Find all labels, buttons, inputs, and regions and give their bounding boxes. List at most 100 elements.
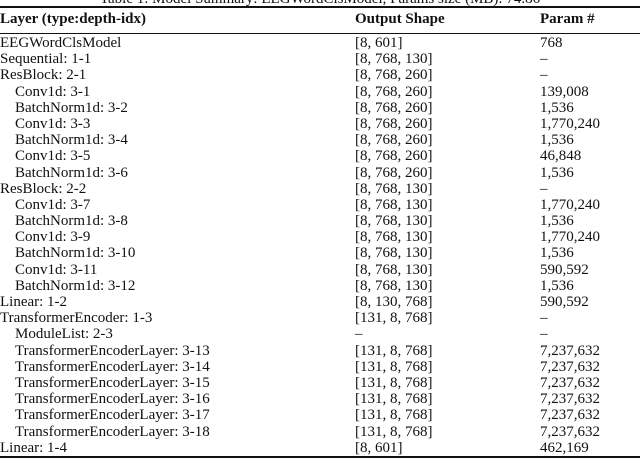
layer-cell: BatchNorm1d: 3-4	[15, 132, 128, 149]
table-row: BatchNorm1d: 3-12 [8, 768, 130] 1,536	[0, 278, 640, 294]
table-body: EEGWordClsModel [8, 601] 768 Sequential: 1-…	[0, 35, 640, 456]
layer-cell: Linear: 1-4	[0, 439, 68, 456]
output-shape-cell: [131, 8, 768]	[355, 423, 433, 440]
param-cell: 1,770,240	[540, 229, 600, 246]
table-row: ResBlock: 2-1 [8, 768, 260] –	[0, 67, 640, 83]
layer-cell: TransformerEncoder: 1-3	[0, 310, 153, 327]
output-shape-cell: [131, 8, 768]	[355, 358, 433, 375]
output-shape-cell: –	[355, 326, 363, 343]
output-shape-cell: [8, 768, 130]	[355, 180, 433, 197]
output-shape-cell: [8, 768, 130]	[355, 277, 433, 294]
output-shape-cell: [8, 768, 130]	[355, 261, 433, 278]
layer-cell: Conv1d: 3-5	[15, 148, 91, 165]
table-row: BatchNorm1d: 3-2 [8, 768, 260] 1,536	[0, 100, 640, 116]
layer-cell: Conv1d: 3-7	[15, 196, 91, 213]
param-cell: 139,008	[540, 83, 589, 100]
param-cell: 7,237,632	[540, 407, 600, 424]
layer-cell: TransformerEncoderLayer: 3-17	[15, 407, 210, 424]
table-row: TransformerEncoderLayer: 3-18 [131, 8, 76…	[0, 424, 640, 440]
table-row: BatchNorm1d: 3-8 [8, 768, 130] 1,536	[0, 213, 640, 229]
layer-cell: ModuleList: 2-3	[15, 326, 113, 343]
output-shape-cell: [8, 768, 130]	[355, 245, 433, 262]
layer-cell: TransformerEncoderLayer: 3-16	[15, 391, 210, 408]
header-output-shape: Output Shape	[355, 11, 445, 27]
output-shape-cell: [131, 8, 768]	[355, 342, 433, 359]
layer-cell: BatchNorm1d: 3-10	[15, 245, 136, 262]
param-cell: –	[540, 310, 548, 327]
top-rule	[0, 6, 640, 8]
table-row: Conv1d: 3-3 [8, 768, 260] 1,770,240	[0, 116, 640, 132]
param-cell: 7,237,632	[540, 358, 600, 375]
table-row: TransformerEncoderLayer: 3-17 [131, 8, 76…	[0, 407, 640, 423]
table-row: TransformerEncoderLayer: 3-15 [131, 8, 76…	[0, 375, 640, 391]
layer-cell: Conv1d: 3-1	[15, 83, 91, 100]
table-row: Conv1d: 3-1 [8, 768, 260] 139,008	[0, 84, 640, 100]
layer-cell: BatchNorm1d: 3-8	[15, 213, 128, 230]
layer-cell: TransformerEncoderLayer: 3-15	[15, 374, 210, 391]
param-cell: 1,536	[540, 132, 574, 149]
table-row: Sequential: 1-1 [8, 768, 130] –	[0, 51, 640, 67]
table-row: Conv1d: 3-7 [8, 768, 130] 1,770,240	[0, 197, 640, 213]
param-cell: 590,592	[540, 261, 589, 278]
layer-cell: ResBlock: 2-2	[0, 180, 87, 197]
output-shape-cell: [131, 8, 768]	[355, 310, 433, 327]
output-shape-cell: [8, 768, 260]	[355, 164, 433, 181]
param-cell: –	[540, 67, 548, 84]
table-row: Conv1d: 3-5 [8, 768, 260] 46,848	[0, 148, 640, 164]
header-layer: Layer (type:depth-idx)	[0, 11, 146, 27]
table-row: Conv1d: 3-11 [8, 768, 130] 590,592	[0, 262, 640, 278]
bottom-rule	[0, 456, 640, 458]
param-cell: 7,237,632	[540, 391, 600, 408]
layer-cell: Conv1d: 3-3	[15, 115, 91, 132]
layer-cell: TransformerEncoderLayer: 3-13	[15, 342, 210, 359]
param-cell: 462,169	[540, 439, 589, 456]
param-cell: 1,536	[540, 277, 574, 294]
table-row: BatchNorm1d: 3-4 [8, 768, 260] 1,536	[0, 132, 640, 148]
output-shape-cell: [8, 768, 260]	[355, 83, 433, 100]
table-caption: Table 1: Model Summary: EEGWordClsModel,…	[0, 0, 640, 8]
table-row: BatchNorm1d: 3-10 [8, 768, 130] 1,536	[0, 245, 640, 261]
param-cell: 590,592	[540, 294, 589, 310]
layer-cell: BatchNorm1d: 3-6	[15, 164, 128, 181]
layer-cell: TransformerEncoderLayer: 3-18	[15, 423, 210, 440]
table-row: ResBlock: 2-2 [8, 768, 130] –	[0, 181, 640, 197]
table-row: Linear: 1-4 [8, 601] 462,169	[0, 440, 640, 456]
table-row: Linear: 1-2 [8, 130, 768] 590,592	[0, 294, 640, 310]
table-row: TransformerEncoder: 1-3 [131, 8, 768] –	[0, 310, 640, 326]
layer-cell: Linear: 1-2	[0, 294, 68, 310]
output-shape-cell: [8, 601]	[355, 35, 403, 51]
param-cell: 1,536	[540, 99, 574, 116]
param-cell: 1,770,240	[540, 196, 600, 213]
output-shape-cell: [8, 768, 130]	[355, 213, 433, 230]
output-shape-cell: [8, 768, 260]	[355, 148, 433, 165]
output-shape-cell: [131, 8, 768]	[355, 391, 433, 408]
header-param-count: Param #	[540, 11, 595, 27]
layer-cell: ResBlock: 2-1	[0, 67, 87, 84]
table-row: EEGWordClsModel [8, 601] 768	[0, 35, 640, 51]
param-cell: 768	[540, 35, 563, 51]
param-cell: 7,237,632	[540, 342, 600, 359]
header-rule	[0, 33, 640, 34]
output-shape-cell: [8, 768, 130]	[355, 196, 433, 213]
output-shape-cell: [8, 768, 130]	[355, 229, 433, 246]
param-cell: 1,536	[540, 245, 574, 262]
output-shape-cell: [8, 768, 260]	[355, 132, 433, 149]
output-shape-cell: [8, 130, 768]	[355, 294, 433, 310]
param-cell: –	[540, 326, 548, 343]
layer-cell: Conv1d: 3-11	[15, 261, 98, 278]
table-row: TransformerEncoderLayer: 3-16 [131, 8, 76…	[0, 391, 640, 407]
table-row: TransformerEncoderLayer: 3-14 [131, 8, 76…	[0, 359, 640, 375]
table-row: Conv1d: 3-9 [8, 768, 130] 1,770,240	[0, 229, 640, 245]
param-cell: 7,237,632	[540, 374, 600, 391]
param-cell: 1,536	[540, 164, 574, 181]
param-cell: 46,848	[540, 148, 582, 165]
param-cell: –	[540, 180, 548, 197]
table-row: BatchNorm1d: 3-6 [8, 768, 260] 1,536	[0, 165, 640, 181]
layer-cell: BatchNorm1d: 3-2	[15, 99, 128, 116]
output-shape-cell: [131, 8, 768]	[355, 407, 433, 424]
table-row: ModuleList: 2-3 – –	[0, 326, 640, 342]
param-cell: 1,770,240	[540, 115, 600, 132]
layer-cell: EEGWordClsModel	[0, 35, 122, 51]
output-shape-cell: [131, 8, 768]	[355, 374, 433, 391]
output-shape-cell: [8, 768, 260]	[355, 99, 433, 116]
